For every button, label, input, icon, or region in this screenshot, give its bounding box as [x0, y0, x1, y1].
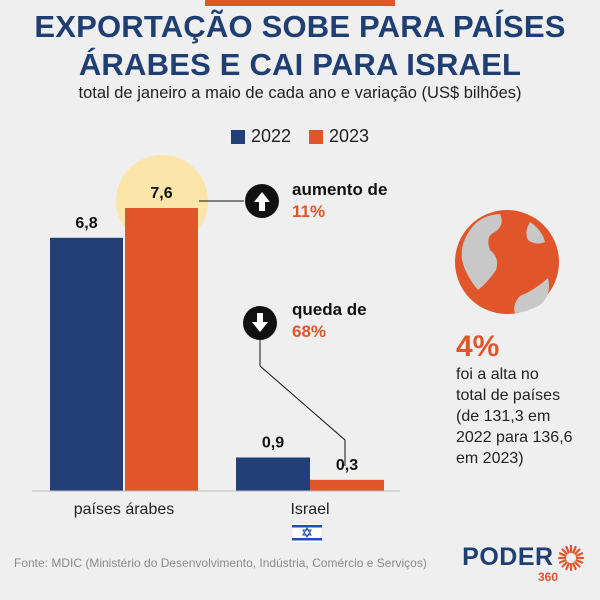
israel-flag-stripe-top: [292, 525, 322, 528]
logo-sub: 360: [537, 570, 558, 584]
legend-item-2022: 2022: [230, 126, 291, 147]
side-note-line-5: em 2023): [456, 450, 524, 467]
value-label-0-1: 7,6: [150, 185, 172, 202]
bar-0-1: [125, 208, 198, 491]
globe-ocean-west: [461, 214, 502, 290]
title-line-2: ÁRABES E CAI PARA ISRAEL: [78, 47, 522, 82]
poder360-logo: PODER 360: [462, 543, 585, 584]
chart-subtitle: total de janeiro a maio de cada ano e va…: [78, 84, 522, 102]
side-note-line-4: 2022 para 136,6: [456, 429, 573, 446]
increase-annotation: aumento de 11%: [292, 180, 387, 222]
side-note-line-2: total de países: [456, 387, 561, 404]
side-note-line-1: foi a alta no: [456, 366, 539, 383]
title-line-1: EXPORTAÇÃO SOBE PARA PAÍSES: [34, 9, 566, 44]
value-label-0-0: 6,8: [75, 215, 97, 232]
down-arrow-glyph: [252, 313, 268, 332]
increase-value: 11%: [292, 202, 326, 221]
bar-1-1: [310, 479, 384, 491]
legend-swatch-2022: [230, 129, 245, 144]
globe-ocean-east: [526, 222, 545, 244]
side-note-text: foi a alta no total de países (de 131,3 …: [456, 364, 596, 469]
legend-label-2023: 2023: [329, 126, 370, 146]
legend-swatch-2023: [309, 129, 323, 144]
israel-flag-stripe-bottom: [292, 538, 322, 541]
up-arrow-glyph: [254, 192, 270, 211]
chart-title: EXPORTAÇÃO SOBE PARA PAÍSES ÁRABES E CAI…: [0, 8, 600, 84]
side-note: 4% foi a alta no total de países (de 131…: [456, 330, 596, 469]
source-note: Fonte: MDIC (Ministério do Desenvolvimen…: [14, 556, 427, 570]
decrease-label: queda de: [292, 300, 367, 319]
legend: 2022 2023: [0, 126, 600, 147]
star-of-david-icon: [302, 526, 312, 539]
value-label-1-1: 0,3: [336, 457, 358, 474]
side-note-line-3: (de 131,3 em: [456, 408, 551, 425]
bar-1-0: [236, 457, 310, 491]
value-label-1-0: 0,9: [262, 434, 284, 451]
decrease-connector: [259, 340, 346, 466]
bar-0-0: [50, 237, 123, 491]
decrease-value: 68%: [292, 322, 327, 341]
top-accent-bar: [205, 0, 395, 6]
increase-label: aumento de: [292, 180, 388, 199]
decrease-annotation: queda de 68%: [292, 300, 367, 342]
side-note-value: 4%: [456, 330, 500, 363]
logo-word: PODER: [462, 543, 554, 571]
sunburst-icon: [557, 544, 585, 571]
category-label-1: Israel: [290, 501, 329, 518]
legend-item-2023: 2023: [309, 126, 369, 147]
legend-label-2022: 2022: [250, 126, 291, 146]
category-label-0: países árabes: [74, 501, 175, 518]
globe-ocean-south: [514, 278, 549, 313]
